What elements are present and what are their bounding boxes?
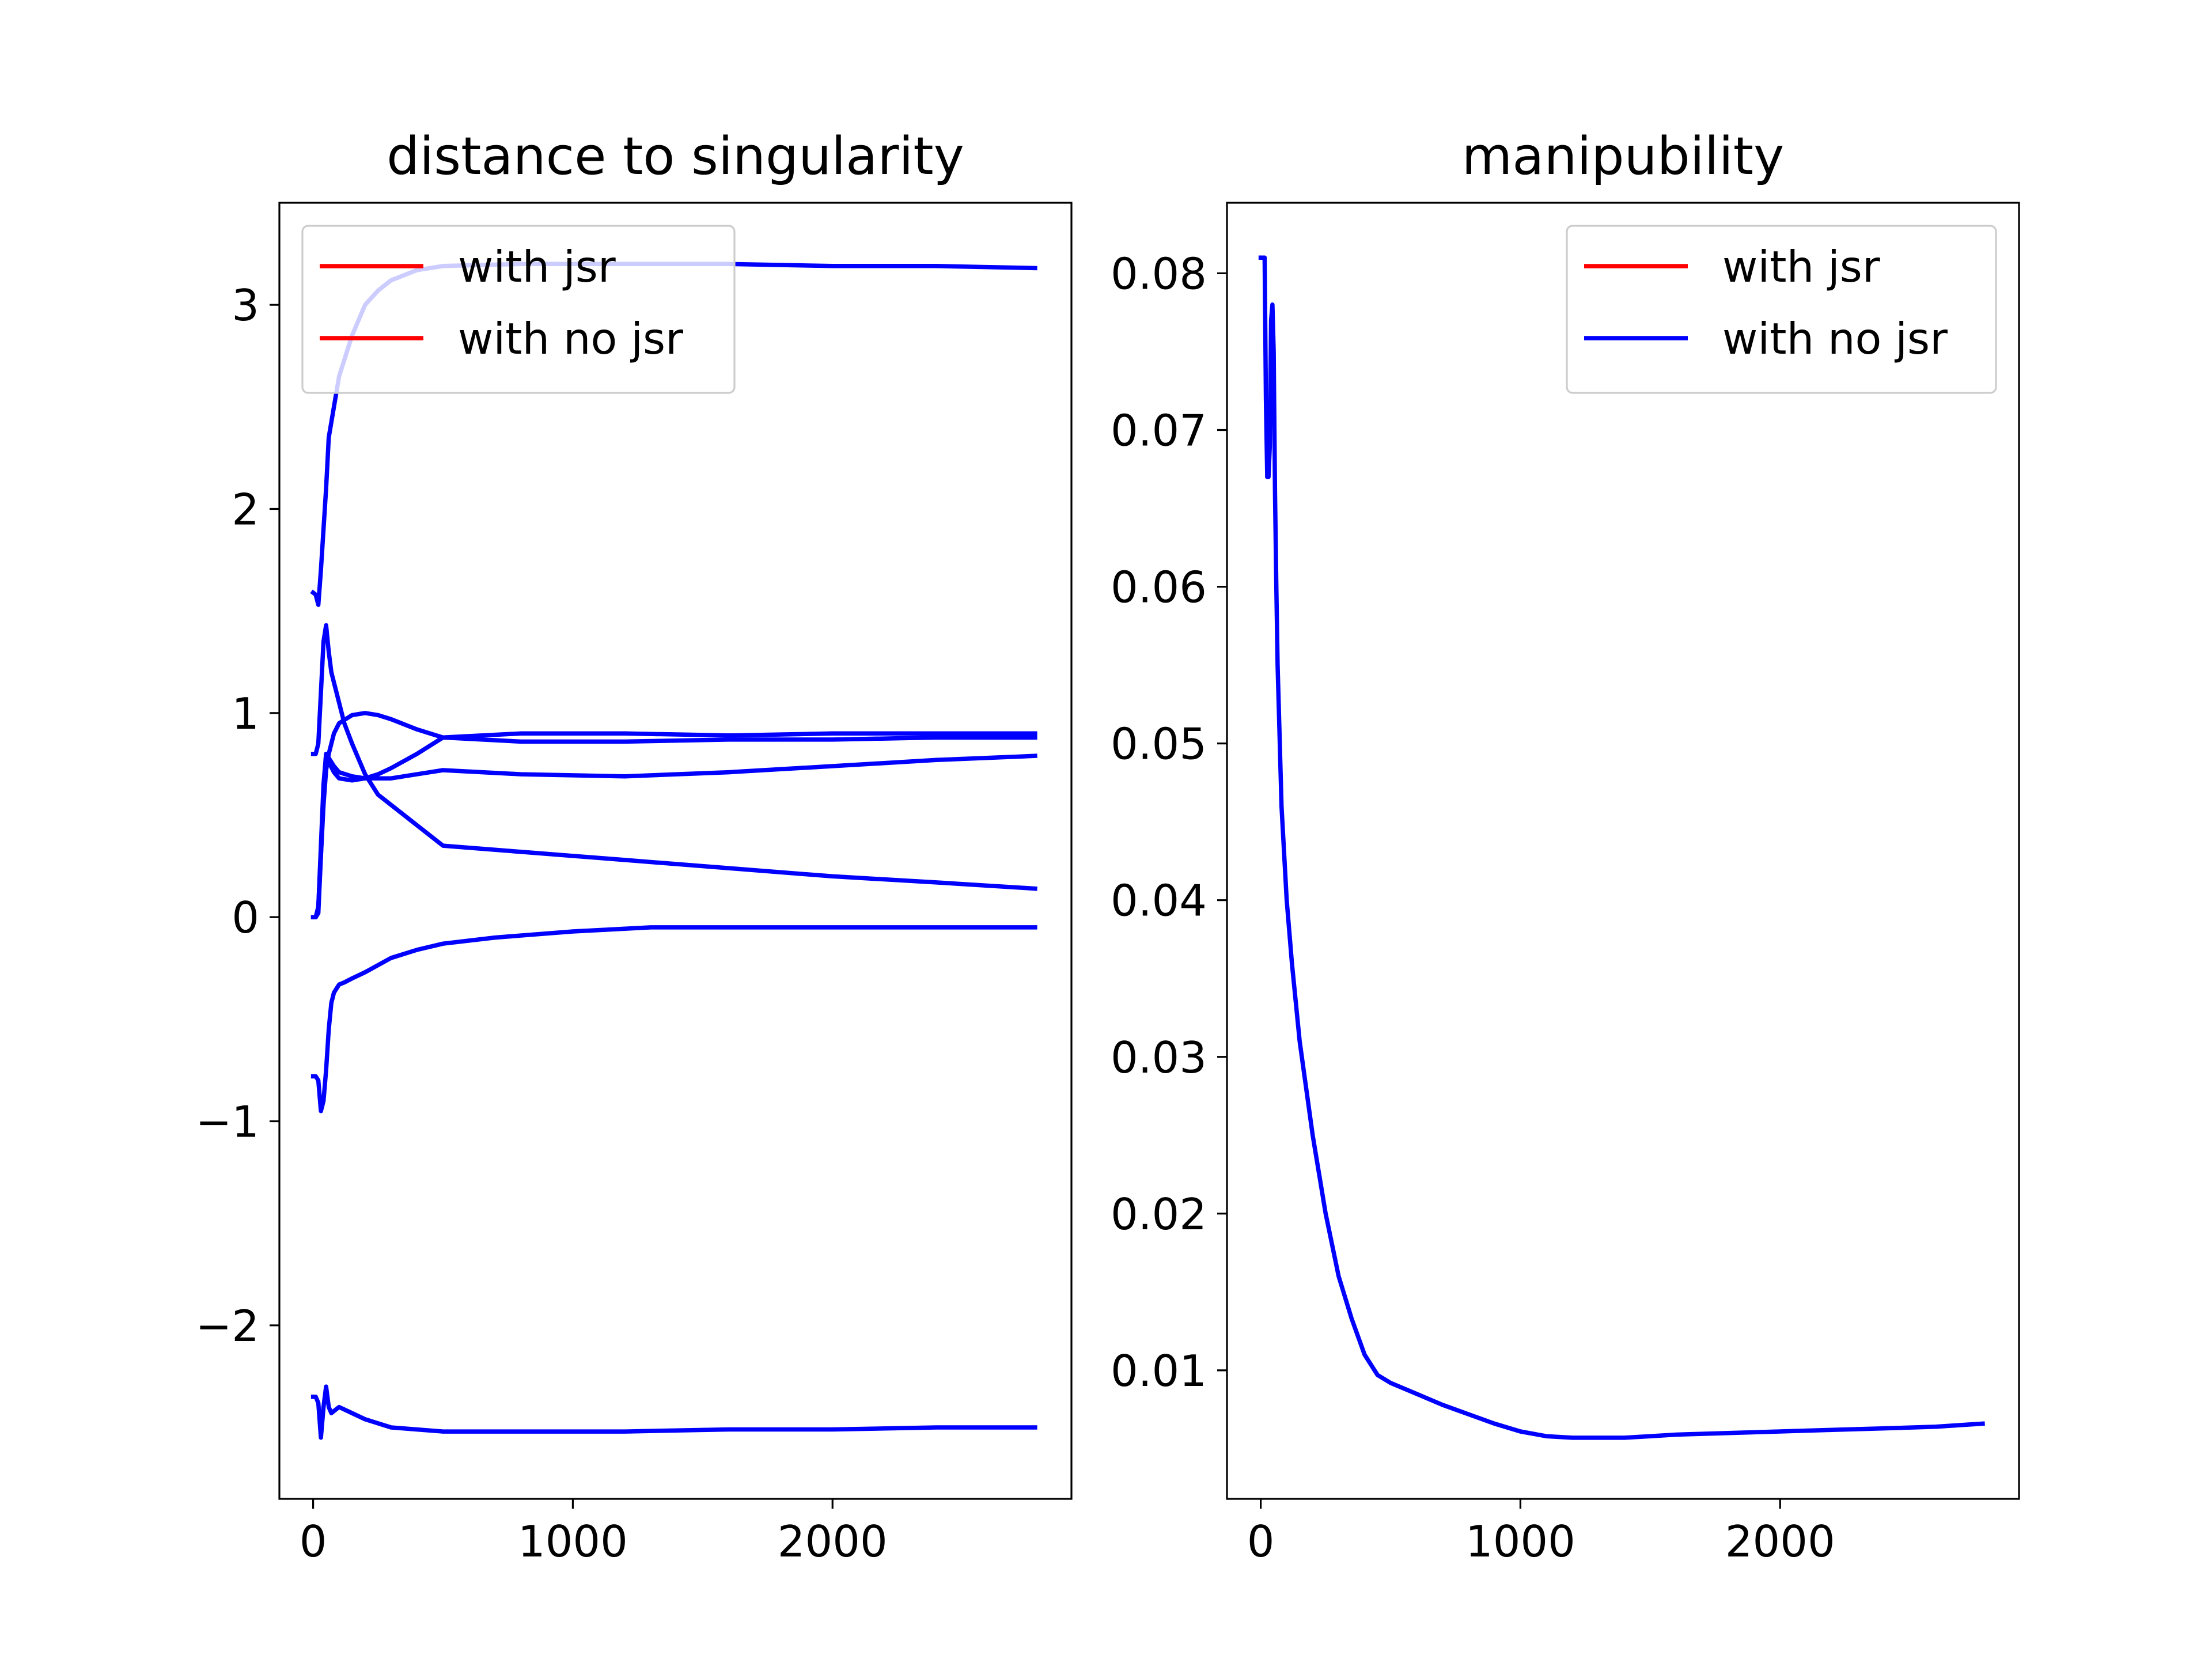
series-line-2 (310, 623, 1037, 891)
y-tick-label: 0.07 (1111, 405, 1207, 456)
y-tick-label: 0.08 (1111, 248, 1207, 299)
y-tick-label: 0.05 (1111, 719, 1207, 770)
x-tick-label: 1000 (1465, 1516, 1575, 1567)
y-tick-label: 3 (232, 280, 259, 331)
x-tick-label: 1000 (518, 1516, 628, 1567)
left-panel-distance-to-singularity: distance to singularity 0 1000 2000 −2 −1 0 1 2 3… (195, 126, 1073, 1567)
x-tick-label: 2000 (778, 1516, 888, 1567)
right-panel-manipubility: manipubility 0 1000 2000 0.01 0.02 0.03 0.04 0.0… (1111, 126, 2020, 1567)
series-line-1 (1258, 255, 1985, 1440)
y-tick-label: 0.03 (1111, 1032, 1207, 1083)
chart-title: distance to singularity (387, 126, 964, 187)
y-tick-label: 1 (232, 688, 259, 739)
legend-label: with jsr (1722, 241, 1880, 292)
y-tick-label: 0.04 (1111, 876, 1207, 926)
series-line-6 (310, 925, 1037, 1113)
y-tick-label: −2 (195, 1301, 259, 1351)
y-tick-label: 0.01 (1111, 1346, 1207, 1396)
y-tick-label: 0.02 (1111, 1189, 1207, 1240)
legend: with jsr with no jsr (301, 225, 736, 394)
series-line-5 (310, 751, 1037, 919)
axes-frame (278, 202, 1073, 1500)
legend-label: with no jsr (458, 313, 683, 364)
y-tick-label: −1 (195, 1096, 259, 1147)
chart-title: manipubility (1462, 126, 1785, 187)
axes-frame (1226, 202, 2020, 1500)
series-line-7 (310, 1384, 1037, 1440)
y-tick-label: 0 (232, 892, 259, 943)
y-tick-label: 0.06 (1111, 562, 1207, 613)
series-group (1258, 255, 1985, 1440)
x-tick-label: 2000 (1725, 1516, 1835, 1567)
legend-label: with jsr (458, 241, 616, 292)
y-tick-label: 2 (232, 484, 259, 535)
legend: with jsr with no jsr (1566, 225, 1997, 394)
x-tick-label: 0 (1247, 1516, 1275, 1567)
x-tick-label: 0 (300, 1516, 327, 1567)
legend-label: with no jsr (1722, 313, 1948, 364)
